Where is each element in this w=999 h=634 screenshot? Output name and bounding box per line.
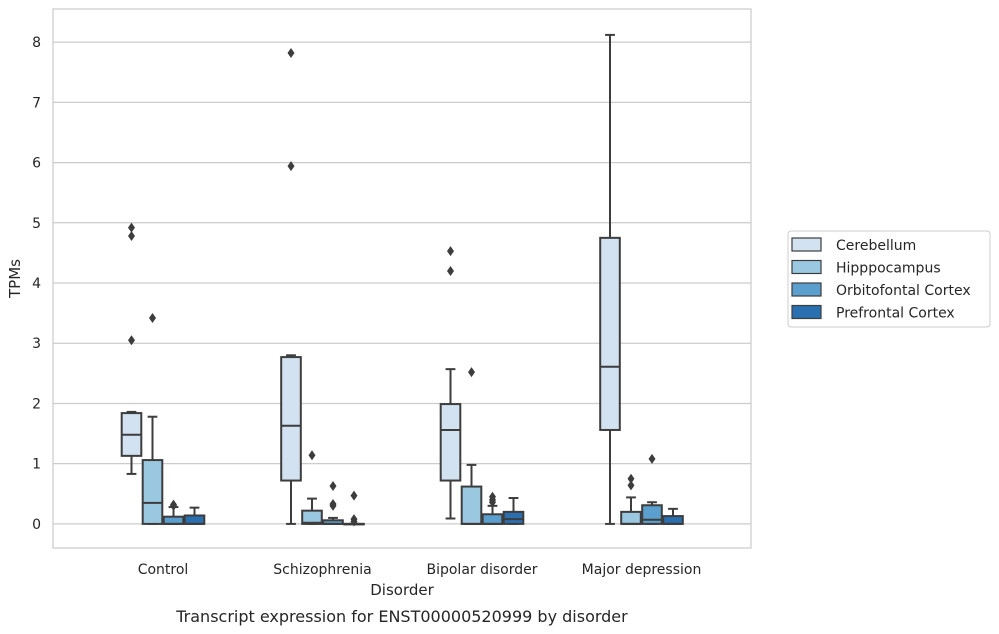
- box-cerebellum: [439, 246, 462, 520]
- y-axis-ticks: 0 1 2 3 4 5 6 7 8: [32, 35, 41, 533]
- box-body: [301, 509, 323, 525]
- legend-swatch: [791, 259, 822, 275]
- legend-swatch: [791, 304, 822, 320]
- box-body: [662, 515, 684, 525]
- y-tick-label: 4: [32, 276, 41, 292]
- box-body: [481, 513, 504, 525]
- x-axis-ticks: Control Schizophrenia Bipolar disorder Majo…: [138, 562, 702, 578]
- outlier-point: [447, 246, 454, 257]
- x-tick-label: Bipolar disorder: [426, 562, 537, 578]
- x-tick-label: Control: [138, 562, 189, 578]
- legend-swatch: [791, 282, 822, 297]
- y-tick-label: 6: [32, 156, 41, 172]
- plot-area-frame: [52, 8, 752, 549]
- box-body: [620, 510, 642, 525]
- boxes: [120, 33, 684, 527]
- box-body: [641, 504, 663, 525]
- y-tick-label: 3: [32, 336, 41, 352]
- y-tick-label: 5: [32, 216, 41, 232]
- legend-frame: [787, 230, 991, 328]
- outlier-point: [128, 222, 135, 233]
- box-orbitofontal-cortex: [481, 491, 504, 525]
- box-body: [599, 236, 621, 431]
- box-orbitofontal-cortex: [641, 453, 663, 525]
- gridlines: [53, 41, 751, 525]
- x-tick-label: Schizophrenia: [273, 562, 371, 578]
- box-body: [439, 403, 462, 482]
- outlier-point: [350, 516, 358, 527]
- box-body: [460, 485, 483, 525]
- box-cerebellum: [280, 47, 302, 525]
- box-body: [162, 515, 185, 525]
- legend-label: Orbitofontal Cortex: [836, 283, 971, 299]
- box-body: [141, 459, 164, 525]
- box-hipppocampus: [301, 450, 323, 525]
- y-tick-label: 1: [32, 457, 41, 473]
- box-cerebellum: [120, 222, 143, 475]
- box-prefrontal-cortex: [502, 497, 525, 525]
- legend-label: Cerebellum: [836, 238, 916, 254]
- legend: Cerebellum Hipppocampus Orbitofontal Corte…: [787, 230, 991, 328]
- legend-label: Hipppocampus: [836, 261, 941, 277]
- y-tick-label: 8: [32, 35, 41, 51]
- chart-caption: Transcript expression for ENST0000052099…: [175, 607, 628, 626]
- outlier-point: [350, 490, 358, 501]
- box-prefrontal-cortex: [183, 506, 206, 525]
- x-tick-label: Major depression: [582, 562, 702, 578]
- box-body: [183, 514, 206, 525]
- box-body: [502, 510, 525, 525]
- outlier-point: [648, 453, 656, 464]
- legend-label: Prefrontal Cortex: [836, 306, 955, 322]
- box-cerebellum: [599, 33, 621, 525]
- box-body: [280, 356, 302, 482]
- box-hipppocampus: [141, 312, 164, 525]
- y-tick-label: 0: [32, 517, 41, 533]
- outlier-point: [287, 47, 295, 58]
- outlier-point: [468, 367, 475, 378]
- outlier-point: [489, 497, 496, 508]
- outlier-point: [287, 161, 295, 172]
- x-axis-label: Disorder: [370, 581, 434, 599]
- outlier-point: [308, 450, 316, 461]
- outlier-point: [627, 473, 635, 484]
- outlier-point: [627, 480, 635, 491]
- y-tick-label: 2: [32, 396, 41, 412]
- y-axis-label: TPMs: [6, 259, 24, 299]
- outlier-point: [149, 312, 156, 323]
- box-orbitofontal-cortex: [322, 480, 344, 525]
- box-hipppocampus: [620, 473, 642, 525]
- y-tick-label: 7: [32, 95, 41, 111]
- outlier-point: [329, 500, 337, 511]
- outlier-point: [128, 231, 135, 242]
- outlier-point: [329, 480, 337, 491]
- outlier-point: [447, 265, 454, 276]
- box-prefrontal-cortex: [343, 490, 365, 527]
- box-orbitofontal-cortex: [162, 499, 185, 525]
- box-prefrontal-cortex: [662, 507, 684, 525]
- box-hipppocampus: [460, 367, 483, 525]
- outlier-point: [170, 500, 177, 511]
- outlier-point: [128, 335, 135, 346]
- legend-swatch: [791, 237, 822, 252]
